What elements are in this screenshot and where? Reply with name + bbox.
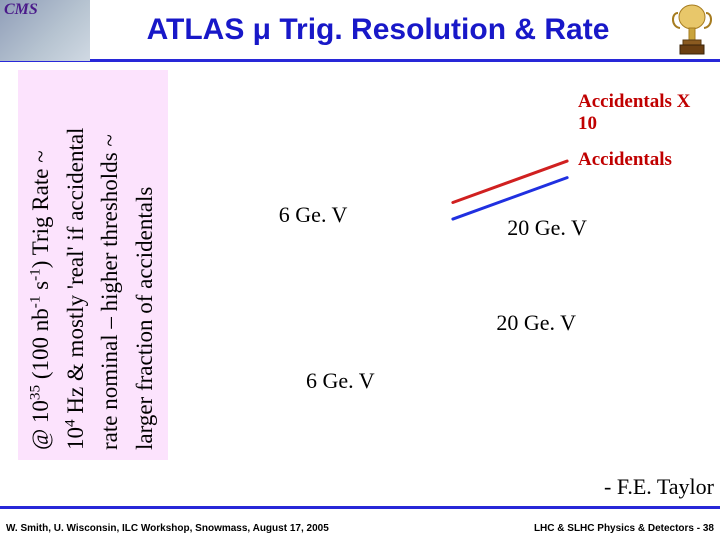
note-line-4: larger fraction of accidentals	[128, 80, 163, 450]
cms-logo-text: CMS	[4, 1, 38, 19]
credit-text: - F.E. Taylor	[604, 474, 714, 500]
chart-annotation: Accidentals	[578, 149, 708, 171]
footer-right: LHC & SLHC Physics & Detectors - 38	[534, 523, 714, 534]
chart-area: Accidentals X 10 Accidentals 6 Ge. V 20 Ge.…	[170, 70, 714, 484]
footer-left: W. Smith, U. Wisconsin, ILC Workshop, Sn…	[6, 523, 329, 534]
chart-annotation: Accidentals X 10	[578, 91, 708, 135]
chart-annotation: 6 Ge. V	[306, 368, 396, 394]
note-line-2: 104 Hz & mostly 'real' if accidental	[59, 80, 94, 450]
footer: W. Smith, U. Wisconsin, ILC Workshop, Sn…	[0, 506, 720, 540]
chart-line	[453, 161, 567, 202]
rotated-note: @ 1035 (100 nb-1 s-1) Trig Rate ~ 104 Hz…	[18, 70, 168, 460]
page-title: ATLAS μ Trig. Resolution & Rate	[90, 13, 664, 47]
chart-annotation: 20 Ge. V	[507, 215, 607, 241]
chart-annotation: 20 Ge. V	[496, 310, 596, 336]
chart-line	[453, 178, 567, 219]
header: CMS ATLAS μ Trig. Resolution & Rate	[0, 0, 720, 62]
cms-logo: CMS	[0, 0, 90, 61]
chart-annotation: 6 Ge. V	[279, 202, 369, 228]
note-line-3: rate nominal – higher thresholds ~	[93, 80, 128, 450]
note-line-1: @ 1035 (100 nb-1 s-1) Trig Rate ~	[24, 80, 59, 450]
trophy-icon	[664, 0, 720, 61]
